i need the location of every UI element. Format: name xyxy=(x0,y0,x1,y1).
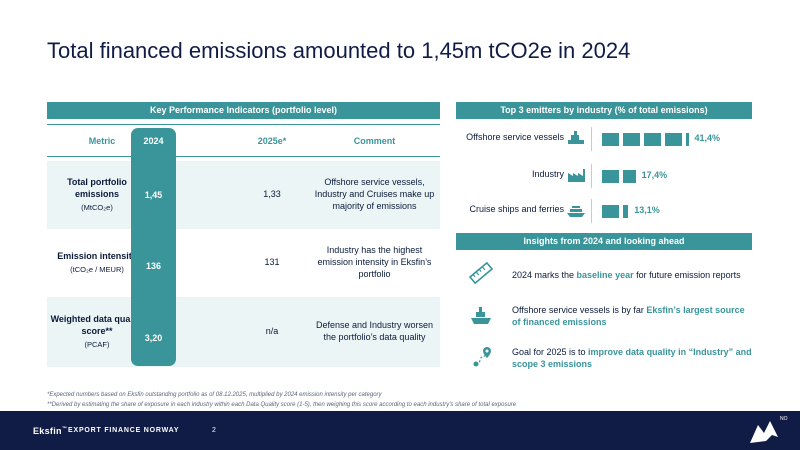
kpi-header-row: Metric 2025e* Comment xyxy=(47,124,440,156)
slide-title: Total financed emissions amounted to 1,4… xyxy=(47,38,631,63)
insight-item: Goal for 2025 is to improve data quality… xyxy=(456,344,752,378)
emitter-value: 41,4% xyxy=(694,133,721,143)
insights-section-header: Insights from 2024 and looking ahead xyxy=(456,233,752,250)
kpi-row-emission-intensity: Emission intensity (tCO₂e / MEUR) 131 In… xyxy=(47,229,440,297)
emitter-row: Offshore service vessels 41,4% xyxy=(456,127,752,151)
footer-bar: Eksfin™ EXPORT FINANCE NORWAY 2 NO xyxy=(0,411,800,450)
metric-unit: (MtCO₂e) xyxy=(81,202,113,212)
page-number: 2 xyxy=(212,427,216,434)
comment-text: Industry has the highest emission intens… xyxy=(317,245,432,279)
emitter-bar-segment xyxy=(602,133,619,146)
kpi-table: Metric 2025e* Comment Total portfolio em… xyxy=(47,124,440,367)
kpi-section-header: Key Performance Indicators (portfolio le… xyxy=(47,102,440,119)
metric-unit: (PCAF) xyxy=(84,339,110,349)
value-2025e: n/a xyxy=(265,326,279,337)
emitters-chart: Offshore service vessels 41,4% Industry … xyxy=(456,124,752,224)
comment-text: Defense and Industry worsen the portfoli… xyxy=(315,320,434,342)
col-metric-header: Metric xyxy=(88,136,116,146)
cruise-ship-icon xyxy=(567,206,585,217)
metric-unit: (tCO₂e / MEUR) xyxy=(70,264,124,274)
emitter-value: 17,4% xyxy=(641,170,668,180)
comment-text: Offshore service vessels, Industry and C… xyxy=(314,177,435,211)
emitter-bar-segment xyxy=(623,205,629,218)
value-2024-data-quality: 3,20 xyxy=(144,333,163,343)
col-2024-header: 2024 xyxy=(143,136,164,146)
emitter-bar-segment xyxy=(665,133,682,146)
factory-icon xyxy=(568,169,585,182)
svg-text:NO: NO xyxy=(780,416,788,422)
emitter-bar-segment xyxy=(644,133,661,146)
metric-label: Total portfolio emissions xyxy=(67,177,127,200)
emitter-axis xyxy=(591,164,592,188)
footnote-2: **Derived by estimating the share of exp… xyxy=(47,402,517,408)
insight-text: Offshore service vessels is by far Eksfi… xyxy=(512,305,745,328)
eksfin-logo: Eksfin™ xyxy=(33,426,68,436)
col-2025e-header: 2025e* xyxy=(257,136,287,146)
emitter-bar-segment xyxy=(686,133,689,146)
kpi-header-divider xyxy=(47,156,440,157)
brand-mountain-icon: NO xyxy=(750,416,788,443)
emitter-row: Industry 17,4% xyxy=(456,164,752,188)
emitter-bar-segment xyxy=(602,170,619,183)
footnote-1: *Expected numbers based on Eksfin outsta… xyxy=(47,392,382,398)
insight-item: 2024 marks the baseline year for future … xyxy=(456,260,752,294)
insight-item: Offshore service vessels is by far Eksfi… xyxy=(456,302,752,336)
metric-label: Weighted data quality score** xyxy=(50,314,144,337)
value-2024-total-emissions: 1,45 xyxy=(144,190,163,200)
emitter-bar-segment xyxy=(623,133,640,146)
vessel-icon xyxy=(471,307,491,324)
emitter-label: Industry xyxy=(531,169,564,179)
emitter-bar-segment xyxy=(602,205,619,218)
emitter-axis xyxy=(591,127,592,151)
emitter-axis xyxy=(591,199,592,223)
value-2025e: 131 xyxy=(264,257,280,268)
ship-icon xyxy=(568,131,584,144)
emitter-row: Cruise ships and ferries 13,1% xyxy=(456,199,752,223)
kpi-row-data-quality: Weighted data quality score** (PCAF) n/a… xyxy=(47,297,440,367)
insight-text: Goal for 2025 is to improve data quality… xyxy=(512,347,752,370)
emitter-bar-segment xyxy=(623,170,636,183)
logo-subtitle: EXPORT FINANCE NORWAY xyxy=(68,427,180,434)
ruler-icon xyxy=(468,261,494,285)
metric-label: Emission intensity xyxy=(57,251,137,262)
col-comment-header: Comment xyxy=(353,136,396,146)
emitter-value: 13,1% xyxy=(634,205,660,215)
insight-text: 2024 marks the baseline year for future … xyxy=(512,270,741,280)
highlight-2024-column xyxy=(131,128,176,366)
kpi-row-total-emissions: Total portfolio emissions (MtCO₂e) 1,33 … xyxy=(47,161,440,229)
route-icon xyxy=(473,347,491,367)
value-2024-emission-intensity: 136 xyxy=(145,261,162,271)
emitter-label: Offshore service vessels xyxy=(466,132,564,142)
value-2025e: 1,33 xyxy=(263,189,281,200)
emitters-section-header: Top 3 emitters by industry (% of total e… xyxy=(456,102,752,119)
emitter-label: Cruise ships and ferries xyxy=(469,204,564,214)
